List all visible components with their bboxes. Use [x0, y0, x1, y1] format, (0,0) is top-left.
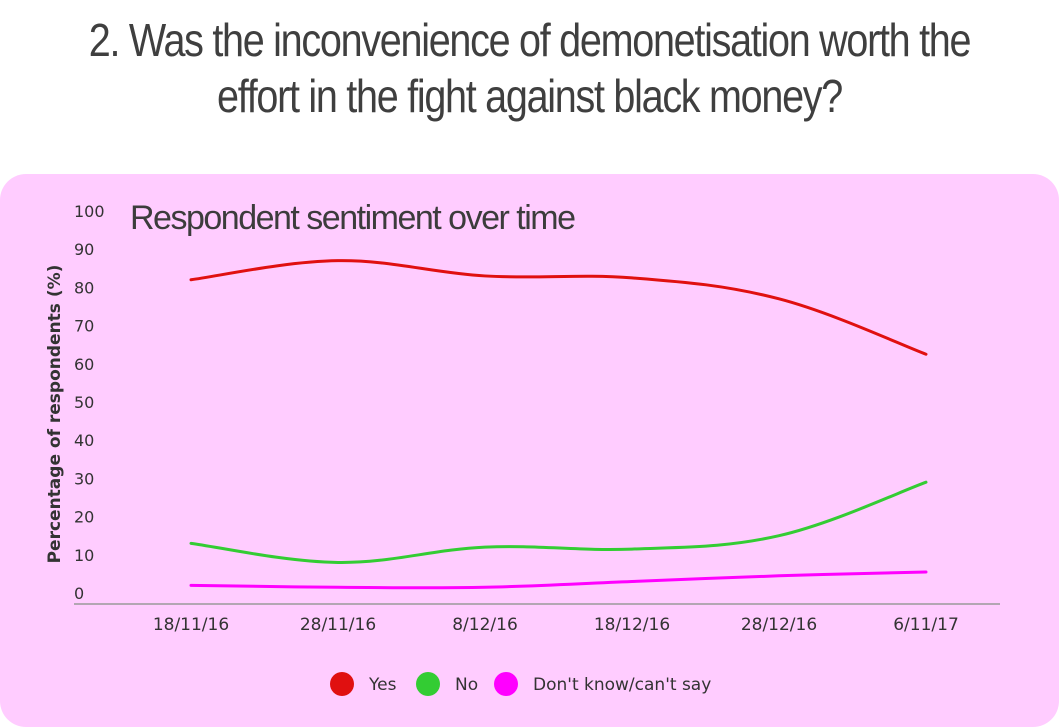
y-tick-label: 50: [74, 393, 94, 412]
legend-marker-don-t-know-can-t-say: [494, 672, 518, 696]
page-title: 2. Was the inconvenience of demonetisati…: [74, 12, 985, 124]
x-tick-label: 28/11/16: [300, 615, 376, 635]
x-tick-label: 28/12/16: [741, 615, 817, 635]
y-tick-label: 20: [74, 508, 94, 527]
x-tick-labels: 18/11/16 28/11/16 8/12/16 18/12/16 28/12/16 6…: [153, 615, 959, 635]
legend: Yes No Don't know/can't say: [330, 672, 711, 696]
chart-panel: [0, 174, 1059, 727]
y-tick-label: 40: [74, 431, 94, 450]
x-tick-label: 18/12/16: [594, 615, 670, 635]
legend-label-yes: Yes: [368, 675, 397, 695]
x-tick-label: 8/12/16: [452, 615, 518, 635]
y-tick-label: 70: [74, 317, 94, 336]
y-tick-labels: 0 10 20 30 40 50 60 70 80 90 100: [74, 202, 105, 603]
x-tick-label: 6/11/17: [893, 615, 959, 635]
y-tick-label: 90: [74, 240, 94, 259]
series-line-yes: [189, 259, 928, 356]
page-title-line-1: 2. Was the inconvenience of demonetisati…: [88, 14, 972, 66]
y-tick-label: 30: [74, 469, 94, 488]
y-tick-label: 100: [74, 202, 105, 221]
y-tick-label: 0: [74, 584, 84, 603]
y-tick-label: 80: [74, 278, 94, 297]
page-title-line-2: effort in the fight against black money?: [216, 70, 843, 122]
chart-title: Respondent sentiment over time: [130, 199, 575, 237]
x-tick-label: 18/11/16: [153, 615, 229, 635]
series-line-no: [189, 480, 928, 564]
legend-marker-no: [416, 672, 440, 696]
y-tick-label: 60: [74, 355, 94, 374]
legend-label-don-t-know-can-t-say: Don't know/can't say: [533, 675, 711, 695]
series-line-don-t-know-can-t-say: [189, 570, 928, 590]
y-axis-label: Percentage of respondents (%): [45, 265, 65, 564]
legend-marker-yes: [330, 672, 354, 696]
y-tick-label: 10: [74, 546, 94, 565]
legend-label-no: No: [455, 675, 478, 695]
series-lines: [189, 259, 928, 590]
